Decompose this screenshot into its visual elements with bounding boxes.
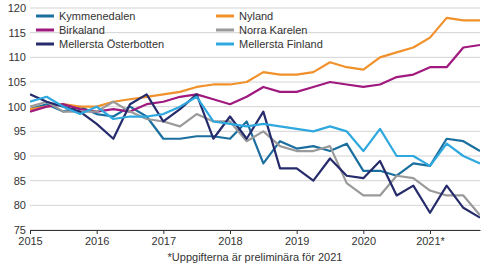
x-tick: 2018	[218, 230, 242, 247]
legend-item: Mellersta Österbotten	[36, 38, 164, 50]
y-tick-label: 95	[14, 125, 26, 137]
x-tick-label: 2019	[285, 235, 309, 247]
legend: Kymmenedalen Nyland Birkaland Norra Karelen…	[36, 10, 323, 50]
x-tick: 2016	[85, 230, 109, 247]
x-tick-mark	[430, 230, 431, 234]
x-tick: 2021*	[416, 230, 445, 247]
y-axis-line	[30, 9, 31, 231]
legend-item: Kymmenedalen	[36, 10, 135, 22]
grid-line	[30, 8, 480, 9]
grid-line	[30, 82, 480, 83]
series-line	[30, 102, 480, 215]
x-tick-mark	[97, 230, 98, 234]
series-line	[30, 104, 480, 176]
y-tick-label: 85	[14, 175, 26, 187]
legend-swatch	[36, 15, 54, 18]
x-tick-mark	[30, 230, 31, 234]
legend-label: Mellersta Finland	[239, 38, 323, 50]
legend-label: Kymmenedalen	[59, 10, 135, 22]
y-tick-label: 90	[14, 150, 26, 162]
legend-label: Mellersta Österbotten	[59, 38, 164, 50]
series-line	[30, 45, 480, 112]
series-line	[30, 94, 480, 217]
y-tick: 120	[8, 2, 30, 14]
legend-item: Birkaland	[36, 24, 105, 36]
series-line	[30, 97, 480, 166]
x-tick: 2015	[18, 230, 42, 247]
y-tick-label: 120	[8, 2, 26, 14]
x-tick-label: 2016	[85, 235, 109, 247]
y-tick: 90	[14, 150, 30, 162]
y-tick: 80	[14, 199, 30, 211]
x-tick-label: 2018	[218, 235, 242, 247]
y-tick-label: 110	[8, 51, 26, 63]
x-tick-label: 2015	[18, 235, 42, 247]
x-tick-mark	[230, 230, 231, 234]
chart: 7580859095100105110115120201520162017201…	[0, 0, 494, 265]
x-tick-label: 2020	[352, 235, 376, 247]
plot: 7580859095100105110115120201520162017201…	[8, 2, 481, 247]
x-tick-mark	[363, 230, 364, 234]
x-axis: 2015 2016 2017 2018 2019 2020 2021*	[18, 230, 480, 247]
x-tick: 2019	[285, 230, 309, 247]
y-tick: 85	[14, 175, 30, 187]
y-tick-label: 105	[8, 76, 26, 88]
legend-swatch	[36, 43, 54, 46]
y-tick-label: 100	[8, 101, 26, 113]
grid-line	[30, 205, 480, 206]
y-tick: 110	[8, 51, 30, 63]
grid-line	[30, 131, 480, 132]
y-axis: 7580859095100105110115120	[8, 2, 31, 236]
y-tick: 105	[8, 76, 30, 88]
series-lines	[30, 18, 480, 218]
grid	[30, 8, 480, 230]
legend-label: Birkaland	[59, 24, 105, 36]
x-tick-label: 2021*	[416, 235, 445, 247]
y-tick: 115	[8, 27, 30, 39]
legend-swatch	[216, 15, 234, 18]
legend-label: Nyland	[239, 10, 273, 22]
legend-swatch	[216, 29, 234, 32]
y-tick-label: 80	[14, 199, 26, 211]
x-tick-mark	[163, 230, 164, 234]
x-tick: 2020	[352, 230, 376, 247]
y-tick: 95	[14, 125, 30, 137]
x-tick-mark	[297, 230, 298, 234]
grid-line	[30, 180, 480, 181]
y-tick: 100	[8, 101, 30, 113]
x-tick: 2017	[152, 230, 176, 247]
legend-label: Norra Karelen	[239, 24, 307, 36]
x-tick-label: 2017	[152, 235, 176, 247]
series-line	[30, 18, 480, 109]
x-axis-line	[31, 230, 481, 231]
legend-swatch	[216, 43, 234, 46]
legend-item: Nyland	[216, 10, 273, 22]
legend-item: Mellersta Finland	[216, 38, 323, 50]
legend-item: Norra Karelen	[216, 24, 307, 36]
x-axis-label: *Uppgifterna är preliminära för 2021	[168, 251, 343, 263]
grid-line	[30, 57, 480, 58]
legend-swatch	[36, 29, 54, 32]
y-tick-label: 115	[8, 27, 26, 39]
